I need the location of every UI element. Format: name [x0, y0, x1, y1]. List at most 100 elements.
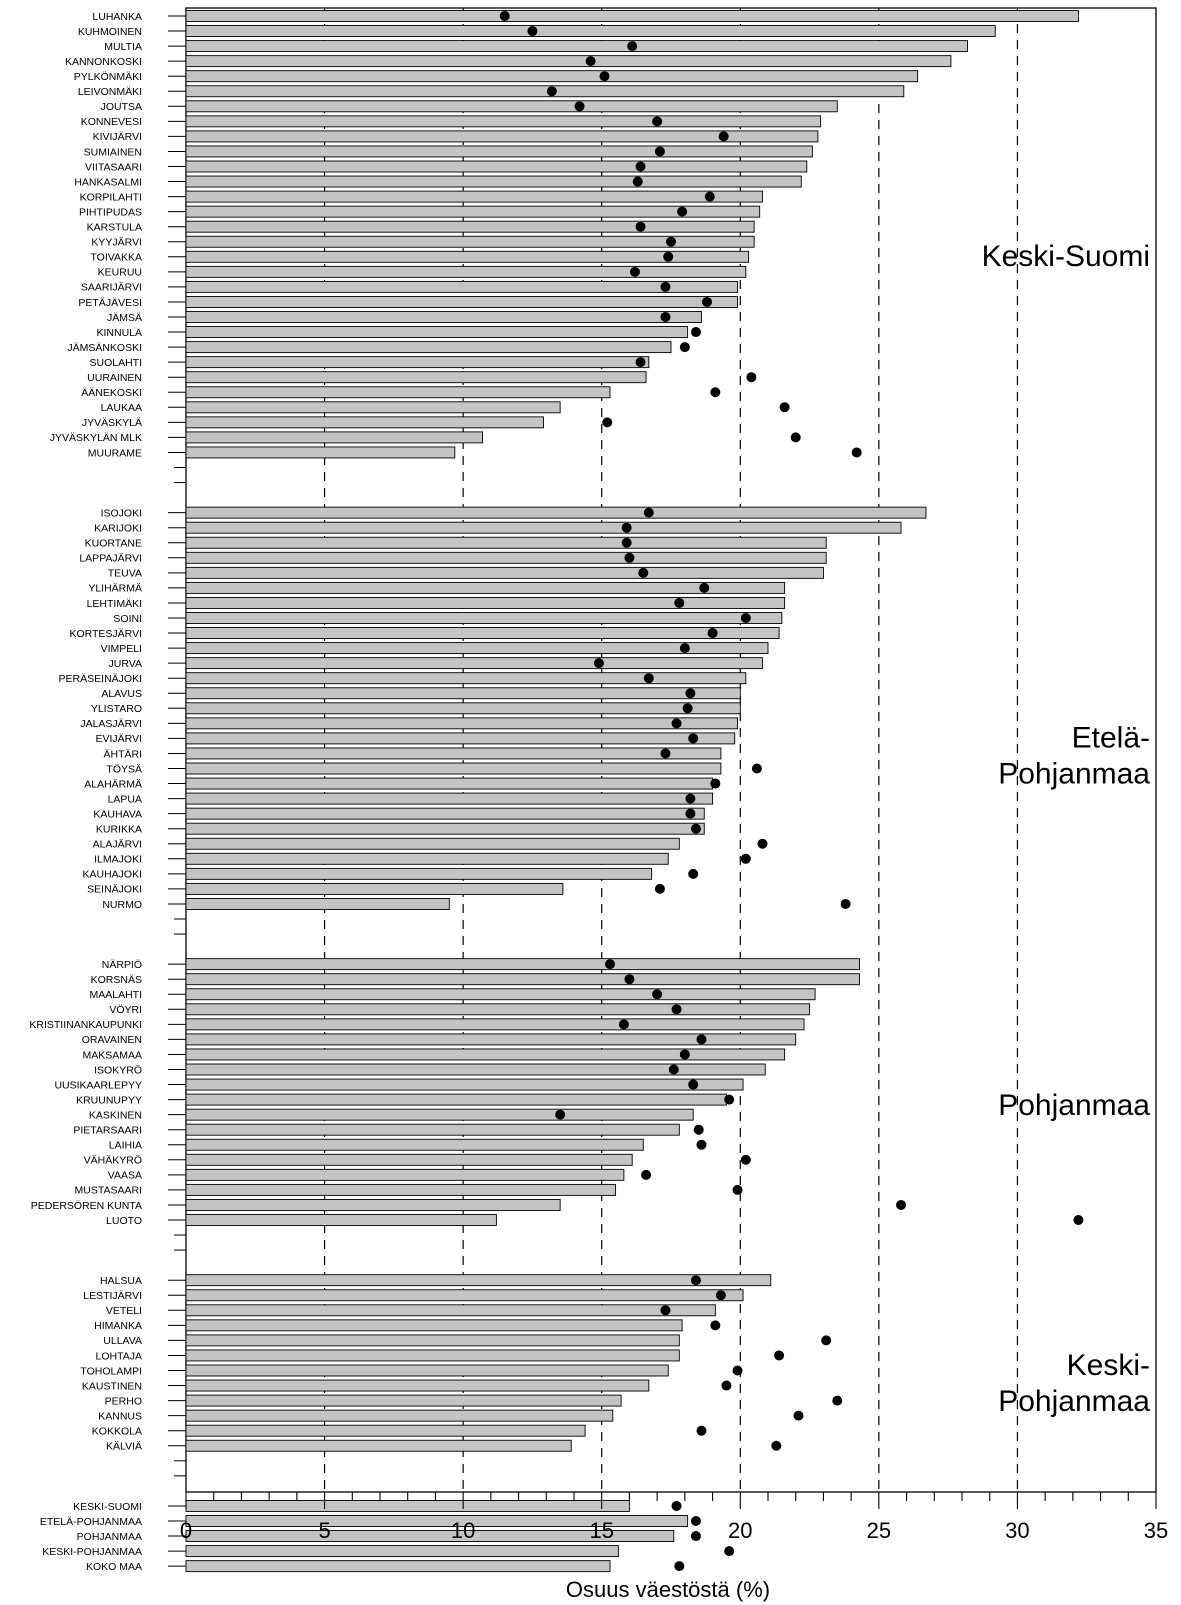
bar: [185, 401, 561, 414]
category-label: TÖYSÄ: [106, 763, 142, 775]
dot-marker: [732, 1184, 743, 1195]
category-label: ISOKYRÖ: [94, 1064, 142, 1076]
category-label: ILMAJOKI: [94, 854, 142, 866]
dot-marker: [654, 883, 665, 894]
dot-marker: [635, 221, 646, 232]
bar: [185, 356, 650, 369]
category-label: SOINI: [113, 613, 142, 625]
dot-marker: [627, 41, 638, 52]
dot-marker: [499, 11, 510, 21]
category-label: KÄLVIÄ: [106, 1441, 142, 1453]
category-label: ISOJOKI: [101, 507, 142, 519]
dot-marker: [757, 838, 768, 849]
bar: [185, 431, 483, 444]
dot-marker: [638, 567, 649, 578]
category-label: PERÄSEINÄJOKI: [59, 673, 142, 685]
category-label: VÖYRI: [109, 1004, 142, 1016]
dot-marker: [635, 357, 646, 368]
dot-marker: [724, 1546, 735, 1557]
category-label: MAKSAMAA: [82, 1049, 142, 1061]
category-label: EVIJÄRVI: [96, 733, 143, 745]
category-label: KYYJÄRVI: [91, 237, 142, 249]
bar: [185, 762, 722, 775]
category-label: KIVIJÄRVI: [93, 131, 142, 143]
bar: [185, 40, 968, 53]
dot-marker: [685, 793, 696, 804]
category-label: VAASA: [108, 1170, 142, 1182]
category-label: ÄÄNEKOSKI: [81, 387, 142, 399]
category-label: SUOLAHTI: [89, 357, 142, 369]
bar: [185, 1409, 614, 1422]
dot-marker: [660, 1305, 671, 1316]
dot-marker: [574, 101, 585, 112]
bar: [185, 1138, 644, 1151]
category-label: ALAJÄRVI: [93, 839, 142, 851]
category-label: KORPILAHTI: [80, 191, 142, 203]
dot-marker: [690, 823, 701, 834]
bar: [185, 1003, 811, 1016]
category-label: JOUTSA: [101, 101, 142, 113]
category-label: KRISTIINANKAUPUNKI: [29, 1019, 142, 1031]
dot-marker: [688, 1079, 699, 1090]
x-tick-label: 0: [180, 1518, 192, 1543]
bar: [185, 1379, 650, 1392]
dot-marker: [624, 974, 635, 985]
category-label: KESKI-SUOMI: [73, 1501, 142, 1513]
bar: [185, 1499, 630, 1512]
bar: [185, 597, 786, 609]
category-label: JYVÄSKYLÄ: [82, 417, 142, 429]
dot-marker: [751, 763, 762, 774]
dot-marker: [635, 161, 646, 172]
dot-marker: [602, 417, 613, 428]
dot-marker: [663, 251, 674, 262]
category-label: KONNEVESI: [81, 116, 142, 128]
bar: [185, 1108, 694, 1121]
dot-marker: [790, 432, 801, 443]
bar: [185, 777, 714, 790]
bar: [185, 837, 680, 850]
bar: [185, 581, 786, 594]
bar: [185, 988, 816, 1001]
category-label: KAUHAJOKI: [82, 869, 142, 881]
category-label: KAUSTINEN: [82, 1380, 142, 1392]
bar: [185, 416, 544, 429]
bar: [185, 627, 780, 639]
dot-marker: [710, 387, 721, 398]
dot-marker: [746, 372, 757, 383]
category-label: PIETARSAARI: [73, 1125, 142, 1137]
x-axis: 0 5 10 15 20 25 30 35: [180, 1492, 1168, 1543]
dot-marker: [851, 447, 862, 458]
category-label: NÄRPIÖ: [102, 959, 142, 971]
dot-marker: [690, 1516, 701, 1526]
bar: [185, 100, 838, 113]
dot-marker: [679, 1049, 690, 1060]
dot-marker: [715, 1290, 726, 1301]
x-tick-label: 15: [589, 1518, 613, 1543]
bar: [185, 265, 747, 278]
category-label: KORTESJÄRVI: [69, 628, 142, 640]
bar: [185, 1214, 497, 1226]
dot-marker: [643, 673, 654, 684]
category-labels: LUHANKA KUHMOINEN MULTIA KANNONKOSKI PYLKÖNM…: [29, 11, 142, 1573]
category-label: VIITASAARI: [85, 161, 142, 173]
bar: [185, 506, 927, 519]
x-tick-label: 20: [728, 1518, 752, 1543]
bar: [185, 958, 860, 971]
bar: [185, 175, 802, 188]
category-label: LAPPAJÄRVI: [79, 553, 142, 565]
category-label: KINNULA: [96, 327, 142, 339]
category-label: VÄHÄKYRÖ: [84, 1155, 142, 1167]
region-label: Keski-: [1067, 1349, 1150, 1382]
bar: [185, 717, 738, 730]
category-label: KURIKKA: [96, 824, 142, 836]
category-label: POHJANMAA: [77, 1531, 142, 1543]
dot-marker: [740, 613, 751, 623]
bar: [185, 747, 722, 760]
category-label: ORAVAINEN: [82, 1034, 142, 1046]
dot-marker: [654, 146, 665, 157]
bar: [185, 386, 611, 399]
bar: [185, 1304, 716, 1317]
dot-marker: [688, 733, 699, 744]
dot-marker: [671, 1004, 682, 1015]
